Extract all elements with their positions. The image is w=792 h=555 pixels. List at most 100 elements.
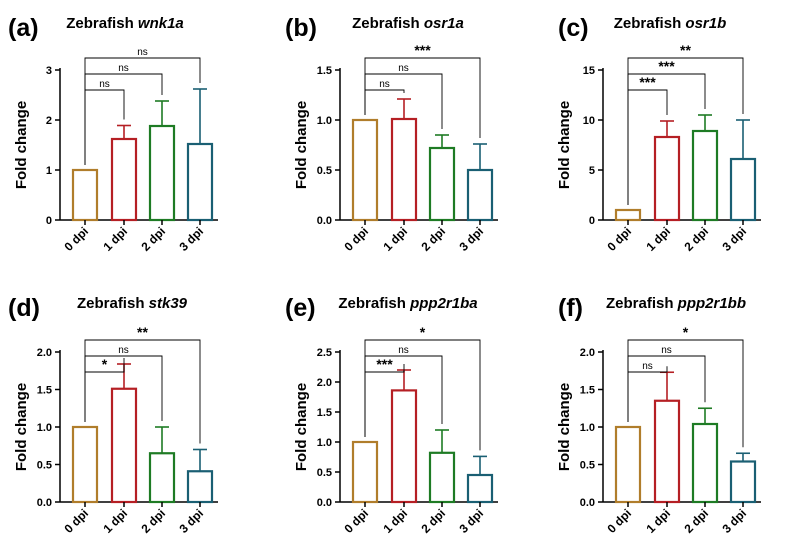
y-tick-label: 0.5: [317, 165, 332, 177]
significance-bracket: [627, 57, 744, 205]
significance-label: ***: [376, 356, 393, 372]
significance-bracket: [627, 339, 744, 448]
chart-panel-4: (d) Zebrafish stk39 Fold change 0.0 0.5 1.0 1.…: [8, 294, 218, 536]
significance-label: **: [137, 324, 148, 340]
bar-3-dpi: [729, 460, 757, 504]
y-tick-label: 0.5: [580, 460, 595, 472]
bar-0-dpi: [614, 208, 642, 222]
x-tick-label: 1 dpi: [643, 506, 673, 536]
bar-2-dpi: [428, 146, 456, 222]
bar-0-dpi: [614, 425, 642, 504]
x-tick-label: 1 dpi: [100, 224, 130, 254]
bar-1-dpi: [653, 399, 681, 504]
significance-label: **: [680, 42, 691, 58]
y-tick-label: 1.0: [580, 422, 595, 434]
y-tick-label: 5: [589, 165, 595, 177]
x-tick-label: 2 dpi: [681, 224, 711, 254]
chart-title: Zebrafish wnk1a: [66, 15, 184, 32]
significance-bracket: [364, 57, 481, 138]
y-tick-label: 1.0: [37, 422, 52, 434]
y-tick-label: 0.0: [317, 497, 332, 509]
x-tick-label: 2 dpi: [138, 506, 168, 536]
y-tick-label: 15: [583, 65, 595, 77]
x-tick-label: 3 dpi: [456, 506, 486, 536]
chart-title: Zebrafish osr1a: [352, 15, 464, 32]
chart-title-gene: osr1b: [685, 15, 726, 32]
significance-label: ***: [639, 74, 656, 90]
chart-title-gene: osr1a: [424, 15, 464, 32]
y-tick-label: 10: [583, 115, 595, 127]
chart-panel-3: (c) Zebrafish osr1b Fold change 0 5 10 15 0 dpi…: [556, 14, 761, 254]
x-tick-label: 0 dpi: [341, 224, 371, 254]
significance-bracket: [84, 339, 201, 444]
y-tick-label: 0.5: [37, 460, 52, 472]
significance-label: *: [102, 356, 108, 372]
bar-1-dpi: [390, 117, 418, 222]
y-tick-label: 0.0: [317, 215, 332, 227]
y-tick-label: 1: [46, 165, 52, 177]
x-tick-label: 3 dpi: [456, 224, 486, 254]
y-tick-label: 1.0: [317, 115, 332, 127]
x-tick-label: 3 dpi: [719, 224, 749, 254]
chart-title-prefix: Zebrafish: [77, 295, 149, 312]
chart-panel-5: (e) Zebrafish ppp2r1ba Fold change 0.0 0.5 1.…: [285, 294, 498, 536]
chart-panel-6: (f) Zebrafish ppp2r1bb Fold change 0.0 0.5 1.…: [556, 294, 761, 536]
significance-label: ***: [414, 42, 431, 58]
bar-3-dpi: [466, 473, 494, 504]
y-tick-label: 0: [46, 215, 52, 227]
x-tick-label: 3 dpi: [176, 224, 206, 254]
chart-title-prefix: Zebrafish: [352, 15, 424, 32]
chart-title-gene: ppp2r1ba: [409, 295, 478, 312]
y-tick-label: 2: [46, 115, 52, 127]
chart-title: Zebrafish stk39: [77, 295, 188, 312]
x-tick-label: 1 dpi: [100, 506, 130, 536]
x-tick-label: 0 dpi: [341, 506, 371, 536]
y-tick-label: 2.0: [37, 347, 52, 359]
significance-label: ***: [658, 58, 675, 74]
x-tick-label: 0 dpi: [604, 224, 634, 254]
y-tick-label: 2.5: [317, 347, 332, 359]
bar-1-dpi: [110, 387, 138, 504]
y-tick-label: 1.5: [317, 65, 332, 77]
x-tick-label: 0 dpi: [61, 506, 91, 536]
y-axis-label: Fold change: [293, 383, 310, 471]
chart-title-gene: stk39: [149, 295, 188, 312]
chart-title: Zebrafish ppp2r1ba: [338, 295, 477, 312]
bar-1-dpi: [110, 137, 138, 222]
bar-3-dpi: [466, 168, 494, 222]
x-tick-label: 3 dpi: [719, 506, 749, 536]
y-axis-label: Fold change: [556, 101, 573, 189]
bar-3-dpi: [186, 142, 214, 222]
chart-title: Zebrafish osr1b: [614, 15, 727, 32]
bar-3-dpi: [729, 157, 757, 222]
chart-title-gene: ppp2r1bb: [677, 295, 746, 312]
chart-title-prefix: Zebrafish: [338, 295, 410, 312]
chart-title: Zebrafish ppp2r1bb: [606, 295, 746, 312]
y-tick-label: 1.5: [37, 385, 52, 397]
y-tick-label: 1.5: [580, 385, 595, 397]
bar-2-dpi: [148, 452, 176, 504]
significance-label: ns: [398, 63, 409, 74]
significance-label: ns: [118, 63, 129, 74]
bar-3-dpi: [186, 470, 214, 504]
panel-label: (b): [285, 14, 317, 42]
bar-0-dpi: [351, 118, 379, 222]
significance-label: ns: [661, 345, 672, 356]
chart-title-prefix: Zebrafish: [614, 15, 686, 32]
bar-2-dpi: [691, 422, 719, 504]
x-tick-label: 0 dpi: [604, 506, 634, 536]
bar-1-dpi: [653, 135, 681, 222]
chart-title-prefix: Zebrafish: [66, 15, 138, 32]
bar-2-dpi: [691, 129, 719, 222]
bar-0-dpi: [71, 168, 99, 222]
significance-label: ns: [118, 345, 129, 356]
y-axis-label: Fold change: [293, 101, 310, 189]
significance-label: ns: [398, 345, 409, 356]
y-tick-label: 0: [589, 215, 595, 227]
x-tick-label: 0 dpi: [61, 224, 91, 254]
significance-label: *: [683, 324, 689, 340]
significance-label: ns: [642, 361, 653, 372]
chart-panel-2: (b) Zebrafish osr1a Fold change 0.0 0.5 1.0 1.…: [285, 14, 498, 254]
y-axis-label: Fold change: [556, 383, 573, 471]
